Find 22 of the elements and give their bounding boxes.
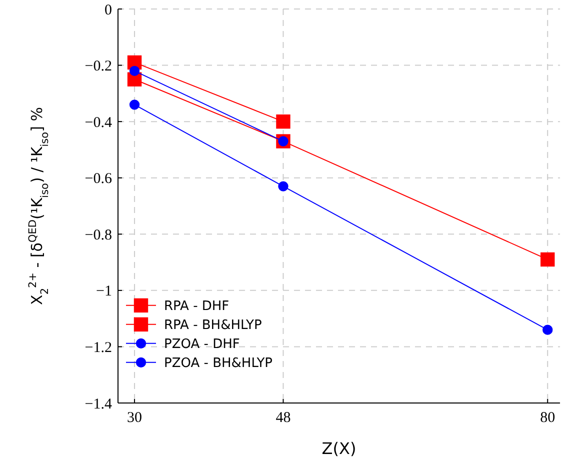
x-axis-title: Z(X): [322, 439, 356, 458]
point: [129, 66, 140, 76]
point: [278, 181, 288, 192]
y-tick-label: −1.2: [84, 340, 112, 356]
y-tick-label: 0: [104, 2, 112, 18]
y-tick-label: −0.4: [84, 114, 112, 131]
point: [129, 100, 140, 110]
x-tick-label: 48: [276, 410, 291, 426]
x-tick-label: 30: [127, 410, 142, 426]
legend-label: PZOA - BH&HLYP: [164, 356, 273, 371]
legend-label: RPA - BH&HLYP: [164, 318, 262, 333]
y-tick-label: −1.4: [84, 396, 112, 412]
point: [542, 324, 553, 335]
point: [540, 252, 555, 267]
y-tick-label: −0.6: [84, 171, 112, 188]
legend-label: PZOA - DHF: [164, 336, 240, 352]
y-tick-label: −1: [96, 284, 112, 300]
point: [276, 114, 290, 129]
legend-label: RPA - DHF: [164, 298, 230, 314]
y-tick-label: −0.8: [84, 227, 112, 244]
y-tick-label: −0.2: [84, 58, 112, 75]
x-tick-label: 80: [540, 410, 556, 426]
